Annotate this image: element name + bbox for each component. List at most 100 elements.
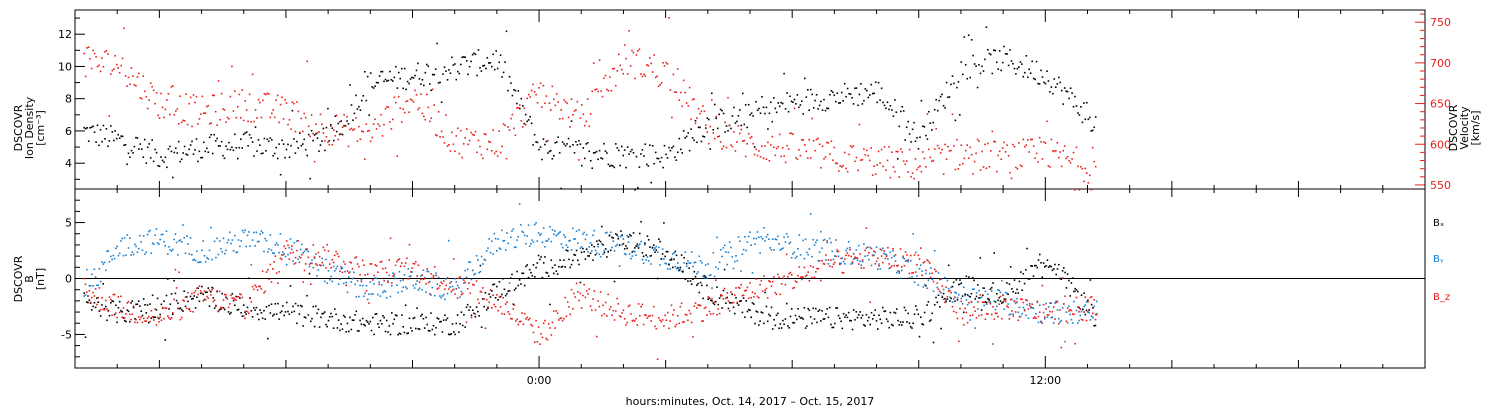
velocity-point — [154, 102, 156, 105]
by-point — [749, 231, 751, 233]
bx-point — [369, 320, 372, 323]
density-point — [669, 149, 672, 152]
density-point — [854, 87, 856, 90]
bz-point — [469, 292, 472, 295]
velocity-point — [238, 93, 241, 96]
velocity-point — [963, 157, 966, 160]
by-point — [635, 254, 637, 256]
bz-point — [348, 272, 350, 274]
by-point — [339, 278, 341, 280]
bz-point — [636, 324, 639, 326]
bx-point — [225, 296, 227, 299]
density-point — [620, 145, 623, 148]
velocity-point — [293, 102, 295, 105]
by-point — [727, 251, 730, 254]
velocity-point — [557, 101, 559, 103]
velocity-point — [584, 124, 586, 127]
velocity-point — [928, 148, 930, 151]
bz-point — [783, 275, 785, 278]
bz-point — [546, 338, 549, 341]
by-point — [459, 296, 461, 298]
bz-point — [213, 299, 216, 301]
density-point — [86, 127, 88, 129]
bz-point — [308, 263, 311, 266]
by-point — [954, 291, 956, 294]
bz-point — [950, 291, 952, 294]
by-point — [498, 247, 501, 249]
velocity-point — [1081, 167, 1084, 170]
velocity-point — [649, 57, 651, 59]
velocity-point — [399, 107, 401, 110]
by-point — [582, 233, 584, 235]
by-point — [882, 247, 884, 250]
velocity-point — [700, 110, 703, 113]
bz-point — [379, 261, 382, 263]
by-point — [996, 305, 998, 308]
by-point — [603, 249, 606, 252]
density-point — [846, 87, 849, 90]
bx-point — [475, 306, 478, 308]
bx-point — [606, 256, 608, 258]
velocity-point — [674, 91, 676, 93]
by-point — [615, 245, 617, 247]
by-point — [806, 251, 808, 254]
density-point — [235, 147, 238, 149]
bz-point — [1037, 315, 1040, 318]
by-point — [1042, 311, 1045, 314]
density-point — [950, 83, 952, 86]
velocity-point — [864, 154, 867, 156]
by-point — [731, 256, 733, 258]
bx-point — [922, 323, 925, 326]
bx-point — [136, 303, 139, 305]
bx-point — [736, 302, 739, 305]
by-point — [845, 249, 847, 252]
bx-point — [845, 314, 847, 316]
by-point — [420, 275, 422, 277]
density-point — [130, 149, 133, 152]
by-point — [998, 289, 1001, 292]
bx-point — [660, 258, 663, 260]
velocity-point — [276, 94, 279, 97]
density-point — [223, 157, 226, 160]
bz-point — [404, 262, 407, 264]
bx-point — [594, 254, 597, 256]
velocity-point — [182, 119, 184, 122]
bx-point — [304, 316, 307, 319]
by-point — [1011, 298, 1013, 301]
velocity-point — [1080, 166, 1082, 168]
velocity-point — [558, 118, 561, 120]
bx-point — [532, 264, 535, 266]
density-point — [575, 141, 577, 143]
density-point — [278, 143, 280, 145]
density-point — [586, 142, 589, 144]
bx-point — [1089, 279, 1092, 281]
bx-point — [575, 249, 578, 252]
bx-point — [861, 314, 864, 317]
by-point — [756, 231, 759, 233]
velocity-point — [607, 90, 610, 92]
bx-point — [696, 284, 698, 286]
bx-point — [912, 322, 914, 324]
density-point — [393, 76, 396, 79]
bz-point — [807, 271, 809, 273]
density-point — [932, 121, 935, 124]
velocity-point — [508, 129, 511, 131]
bx-point — [245, 313, 247, 315]
velocity-point — [660, 82, 663, 84]
by-point — [873, 254, 875, 256]
density-point — [567, 137, 570, 140]
by-point — [182, 224, 184, 226]
by-point — [110, 255, 112, 258]
bz-point — [873, 250, 875, 252]
bz-point — [774, 291, 777, 294]
density-tick-label: 10 — [58, 60, 72, 73]
density-point — [365, 99, 368, 102]
by-point — [921, 270, 923, 272]
bx-point — [208, 305, 211, 307]
velocity-point — [423, 115, 425, 118]
velocity-point — [397, 95, 400, 98]
by-point — [202, 240, 204, 242]
bz-point — [739, 287, 741, 289]
bx-point — [274, 303, 277, 305]
velocity-point — [123, 27, 125, 30]
